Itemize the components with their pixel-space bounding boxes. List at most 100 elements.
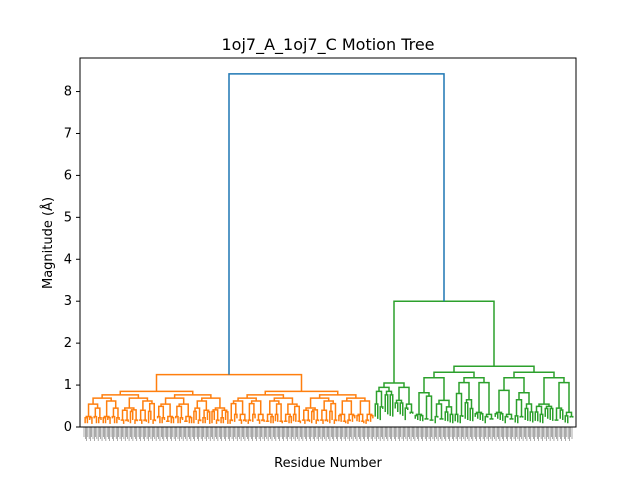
- cluster-link: [509, 418, 514, 420]
- cluster-link: [374, 403, 379, 419]
- cluster-link: [503, 377, 525, 393]
- cluster-link: [188, 416, 193, 424]
- cluster-link: [360, 420, 365, 424]
- cluster-link: [469, 407, 474, 422]
- cluster-link: [465, 398, 473, 409]
- cluster-link: [283, 420, 288, 422]
- cluster-link: [107, 416, 111, 424]
- y-tick-label: 6: [64, 168, 72, 183]
- cluster-link: [273, 397, 294, 405]
- cluster-link: [549, 407, 554, 421]
- cluster-link: [287, 403, 298, 415]
- cluster-link: [434, 415, 439, 424]
- cluster-link: [124, 407, 135, 411]
- cluster-link: [252, 413, 256, 422]
- cluster-link: [175, 415, 179, 424]
- cluster-link: [513, 371, 555, 378]
- cluster-link: [264, 390, 339, 395]
- cluster-link: [498, 389, 510, 415]
- cluster-link: [529, 411, 534, 423]
- cluster-link: [318, 394, 357, 399]
- cluster-link: [329, 410, 333, 424]
- cluster-link: [356, 414, 361, 422]
- cluster-link: [257, 413, 264, 421]
- cluster-link: [93, 415, 98, 424]
- cluster-link: [454, 413, 459, 423]
- cluster-link: [250, 400, 262, 415]
- cluster-link: [88, 416, 93, 424]
- cluster-link: [310, 410, 315, 424]
- cluster-link: [458, 381, 470, 400]
- cluster-link: [519, 415, 524, 418]
- cluster-link: [256, 419, 261, 424]
- cluster-link: [524, 407, 529, 421]
- cluster-link: [206, 411, 211, 424]
- cluster-link: [514, 415, 519, 424]
- cluster-link: [269, 400, 280, 415]
- cluster-link: [393, 300, 495, 383]
- cluster-link: [494, 413, 499, 419]
- cluster-link: [383, 382, 405, 388]
- cluster-link: [425, 395, 433, 421]
- cluster-link: [433, 371, 475, 378]
- cluster-link: [559, 409, 564, 421]
- cluster-link: [455, 392, 463, 416]
- cluster-link: [499, 413, 504, 421]
- cluster-link: [196, 400, 208, 411]
- cluster-link: [484, 415, 489, 424]
- cluster-link: [535, 405, 543, 415]
- cluster-link: [164, 397, 185, 405]
- cluster-link: [338, 414, 342, 422]
- cluster-link: [565, 411, 573, 417]
- cluster-link: [143, 419, 148, 422]
- cluster-link: [558, 381, 570, 413]
- cluster-link: [92, 397, 112, 405]
- cluster-link: [438, 399, 450, 407]
- cluster-link: [194, 407, 201, 421]
- cluster-link: [341, 400, 353, 415]
- cluster-link: [375, 390, 383, 407]
- cluster-link: [423, 377, 445, 401]
- cluster-link: [321, 409, 328, 421]
- root-link: [228, 73, 445, 375]
- cluster-link: [534, 411, 539, 422]
- cluster-link: [463, 377, 485, 383]
- cluster-link: [170, 416, 175, 424]
- cluster-link: [378, 386, 390, 392]
- cluster-link: [193, 410, 197, 424]
- cluster-link: [474, 413, 479, 419]
- cluster-link: [197, 419, 202, 424]
- cluster-link: [389, 394, 394, 417]
- cluster-link: [297, 420, 302, 424]
- cluster-link: [292, 413, 297, 422]
- cluster-link: [301, 419, 306, 424]
- cluster-link: [449, 413, 454, 424]
- cluster-link: [445, 406, 453, 415]
- plot-frame: [79, 57, 577, 428]
- cluster-link: [414, 414, 419, 421]
- cluster-link: [147, 410, 152, 424]
- cluster-link: [359, 400, 371, 415]
- cluster-link: [237, 397, 257, 402]
- cluster-link: [293, 405, 300, 422]
- cluster-link: [148, 402, 155, 421]
- cluster-link: [342, 420, 347, 424]
- cluster-link: [418, 391, 430, 415]
- cluster-link: [232, 400, 244, 415]
- cluster-link: [265, 420, 270, 422]
- x-axis-label: Residue Number: [274, 456, 382, 471]
- cluster-link: [464, 402, 469, 421]
- cluster-link: [315, 419, 320, 424]
- cluster-link: [284, 413, 291, 422]
- cluster-link: [429, 419, 434, 421]
- y-axis-label: Magnitude (Å): [40, 197, 56, 289]
- cluster-link: [489, 418, 494, 420]
- cluster-link: [152, 419, 157, 424]
- cluster-link: [478, 381, 490, 415]
- cluster-link: [261, 419, 265, 422]
- y-axis: 0 1 2 3 4 5 6 7 8: [64, 85, 80, 435]
- cluster-link: [94, 407, 101, 418]
- cluster-link: [111, 415, 116, 424]
- cluster-link: [404, 407, 409, 421]
- cluster-link: [525, 403, 533, 413]
